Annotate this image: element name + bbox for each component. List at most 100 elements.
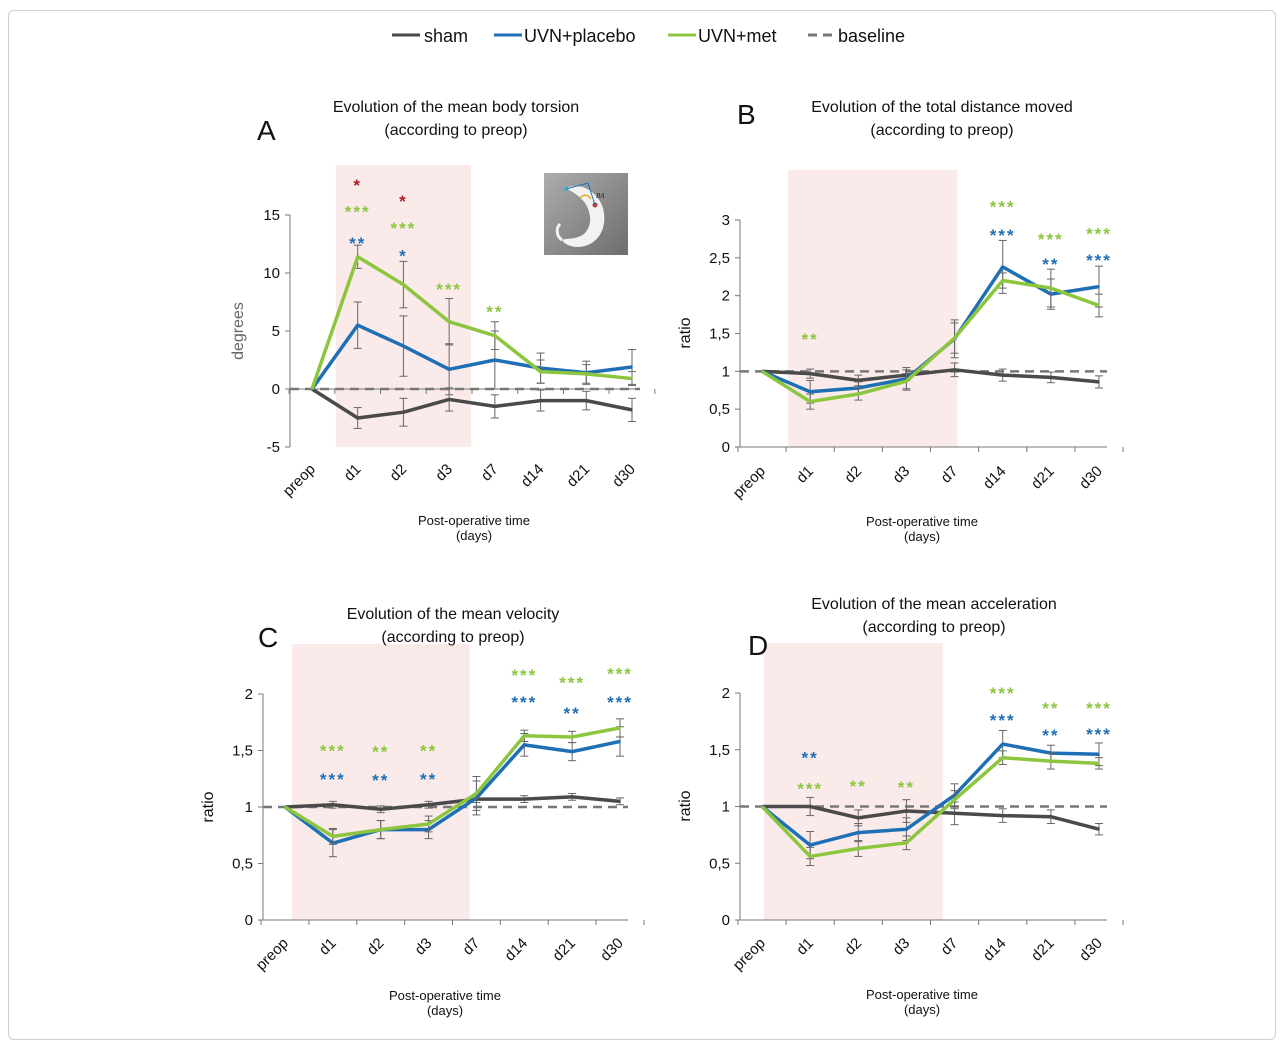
x-tick-label: d30 bbox=[1076, 935, 1106, 965]
significance-marker: *** bbox=[607, 665, 633, 684]
x-axis-label-unit: (days) bbox=[456, 528, 492, 543]
y-tick-label: 0,5 bbox=[709, 401, 730, 418]
panel-a: Evolution of the mean body torsion (accor… bbox=[230, 99, 656, 543]
data-point bbox=[1050, 287, 1052, 289]
data-point bbox=[332, 835, 334, 838]
significance-marker: ** bbox=[1042, 699, 1059, 718]
data-point bbox=[494, 405, 496, 408]
data-point bbox=[539, 399, 542, 402]
data-point bbox=[953, 337, 956, 339]
significance-marker: *** bbox=[511, 666, 537, 685]
data-point bbox=[1001, 279, 1004, 282]
y-tick-label: 3 bbox=[722, 212, 730, 229]
legend-item-uvn-met: UVN+met bbox=[668, 26, 777, 46]
data-point bbox=[284, 806, 286, 808]
significance-marker: * bbox=[399, 192, 408, 211]
data-point bbox=[1001, 374, 1004, 376]
data-point bbox=[1050, 760, 1052, 762]
significance-marker: ** bbox=[420, 770, 437, 789]
data-point bbox=[809, 855, 811, 858]
significance-marker: *** bbox=[436, 280, 462, 299]
y-tick-label: 2 bbox=[245, 686, 253, 703]
data-point bbox=[475, 792, 478, 795]
chart-subtitle: (according to preop) bbox=[381, 629, 524, 646]
x-axis-label: Post-operative time bbox=[866, 987, 978, 1002]
data-point bbox=[356, 255, 359, 258]
chart-title: Evolution of the mean velocity bbox=[347, 606, 560, 623]
rat-inset-image: BA bbox=[544, 173, 628, 255]
significance-marker: *** bbox=[990, 684, 1016, 703]
significance-marker: ** bbox=[420, 742, 437, 761]
x-tick-label: d3 bbox=[432, 461, 456, 485]
legend-label: baseline bbox=[838, 26, 905, 46]
x-tick-label: preop bbox=[730, 935, 769, 974]
x-tick-label: d2 bbox=[364, 935, 388, 959]
data-point bbox=[1098, 304, 1100, 307]
data-point bbox=[809, 844, 811, 846]
data-point bbox=[585, 399, 588, 402]
series-line bbox=[310, 255, 633, 390]
legend-item-uvn-placebo: UVN+placebo bbox=[494, 26, 636, 46]
data-point bbox=[332, 803, 334, 806]
legend: sham UVN+placebo UVN+met baseline bbox=[392, 26, 905, 46]
data-point bbox=[1001, 814, 1004, 817]
significance-marker: *** bbox=[1086, 251, 1112, 270]
x-tick-label: d1 bbox=[341, 461, 365, 485]
data-point bbox=[619, 800, 621, 803]
series-uvn-met bbox=[761, 268, 1103, 410]
series-uvn-met bbox=[310, 244, 636, 390]
legend-label: UVN+placebo bbox=[524, 26, 636, 46]
data-point bbox=[631, 377, 633, 380]
shaded-region bbox=[764, 643, 943, 920]
legend-item-baseline: baseline bbox=[808, 26, 905, 46]
data-point bbox=[494, 359, 496, 361]
y-tick-label: 2 bbox=[722, 685, 730, 702]
data-point bbox=[356, 324, 359, 327]
series-line bbox=[284, 795, 621, 812]
significance-marker: ** bbox=[372, 771, 389, 790]
legend-item-sham: sham bbox=[392, 26, 468, 46]
x-tick-label: preop bbox=[253, 935, 292, 974]
data-point bbox=[448, 368, 450, 371]
significance-marker: ** bbox=[372, 743, 389, 762]
panel-letter: C bbox=[258, 622, 278, 653]
chart-subtitle: (according to preop) bbox=[870, 122, 1013, 139]
significance-marker: ** bbox=[802, 749, 819, 768]
y-axis-label: ratio bbox=[677, 317, 694, 348]
data-point bbox=[427, 823, 430, 825]
data-point bbox=[402, 345, 405, 347]
x-tick-label: d3 bbox=[412, 935, 436, 959]
y-tick-label: 0 bbox=[272, 381, 280, 398]
significance-marker: *** bbox=[345, 203, 371, 222]
data-point bbox=[571, 750, 573, 753]
chart-subtitle: (according to preop) bbox=[384, 122, 527, 139]
panel-b: Evolution of the total distance moved (ac… bbox=[677, 99, 1124, 544]
x-tick-label: d3 bbox=[889, 935, 913, 959]
data-point bbox=[905, 842, 908, 844]
data-point bbox=[857, 847, 860, 850]
significance-marker: * bbox=[353, 176, 362, 195]
significance-marker: ** bbox=[850, 777, 867, 796]
significance-marker: *** bbox=[990, 711, 1016, 730]
x-tick-label: d2 bbox=[841, 463, 865, 487]
x-axis-label: Post-operative time bbox=[389, 988, 501, 1003]
legend-label: sham bbox=[424, 26, 468, 46]
data-point bbox=[1098, 828, 1100, 830]
data-point bbox=[379, 828, 382, 831]
data-point bbox=[523, 744, 526, 746]
significance-marker: *** bbox=[990, 226, 1016, 245]
series-line bbox=[760, 742, 1100, 847]
y-tick-label: 15 bbox=[263, 207, 280, 224]
x-tick-label: d14 bbox=[980, 935, 1010, 965]
data-point bbox=[1098, 753, 1100, 756]
x-tick-label: d1 bbox=[316, 935, 340, 959]
x-axis-label: Post-operative time bbox=[866, 514, 978, 529]
y-tick-label: 1,5 bbox=[709, 742, 730, 759]
x-tick-label: d21 bbox=[1028, 463, 1058, 493]
y-tick-label: 1,5 bbox=[709, 326, 730, 343]
significance-marker: * bbox=[399, 247, 408, 266]
data-point bbox=[448, 320, 450, 323]
series-line bbox=[311, 387, 633, 420]
data-point bbox=[953, 798, 956, 801]
y-tick-label: 2 bbox=[722, 288, 730, 305]
